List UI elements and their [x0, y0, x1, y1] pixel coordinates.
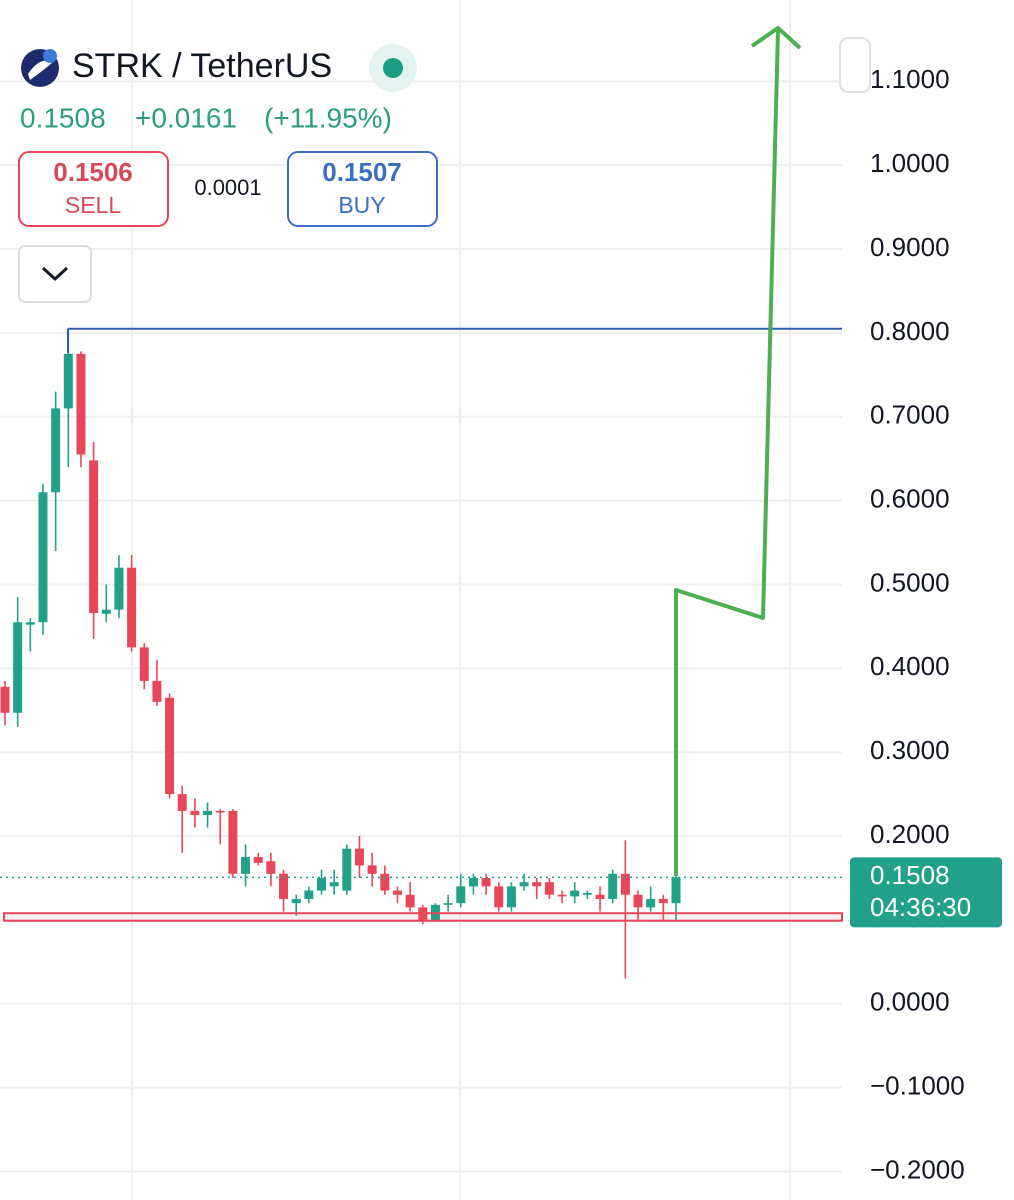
spread: 0.0001 — [194, 175, 261, 200]
candle-body — [570, 890, 580, 897]
candle-body — [25, 622, 35, 625]
sell-price[interactable]: 0.1506 — [53, 157, 133, 187]
buy-price[interactable]: 0.1507 — [322, 157, 402, 187]
candle-body — [354, 848, 364, 866]
candle-body — [0, 686, 10, 713]
y-tick-label: 0.4000 — [870, 651, 950, 681]
candle-body — [38, 492, 48, 623]
sell-button[interactable] — [18, 151, 169, 227]
y-tick-label: −0.1000 — [870, 1071, 965, 1101]
status-dot — [383, 58, 403, 78]
y-tick-label: −0.2000 — [870, 1154, 965, 1184]
y-tick-label: 0.0000 — [870, 987, 950, 1017]
candle-body — [443, 903, 453, 905]
candle-body — [177, 794, 187, 811]
candle-body — [165, 697, 175, 795]
sell-label[interactable]: SELL — [65, 192, 121, 218]
candle-body — [101, 609, 111, 614]
y-tick-label: 1.0000 — [870, 148, 950, 178]
candle-body — [506, 886, 516, 908]
candle-body — [228, 810, 238, 874]
last-price: 0.1508 — [20, 102, 106, 133]
y-tick-label: 0.8000 — [870, 316, 950, 346]
candle-body — [241, 857, 251, 874]
y-tick-label: 0.2000 — [870, 819, 950, 849]
y-tick-label: 0.3000 — [870, 735, 950, 765]
candle-body — [279, 873, 289, 899]
price-change-pct: (+11.95%) — [264, 102, 392, 133]
y-tick-label: 0.9000 — [870, 232, 950, 262]
symbol-title: STRK / TetherUS — [72, 47, 332, 85]
coin-icon-badge — [43, 49, 57, 63]
candle-body — [633, 894, 643, 908]
y-tick-label: 1.1000 — [870, 64, 950, 94]
candle-body — [253, 857, 263, 863]
expand-button[interactable] — [18, 245, 92, 303]
candle-body — [671, 877, 681, 904]
candle-body — [13, 622, 23, 713]
chevron[interactable] — [41, 266, 69, 282]
price-label-box — [850, 857, 1002, 928]
plot — [0, 327, 843, 979]
candle-body — [367, 865, 377, 874]
candle-body — [494, 886, 504, 908]
y-tick-label: 0.5000 — [870, 567, 950, 597]
candle-body — [63, 353, 73, 409]
countdown: 04:36:30 — [870, 892, 971, 922]
candle-body — [544, 882, 554, 895]
candle-body — [317, 877, 327, 891]
y-tick-label: 0.7000 — [870, 400, 950, 430]
candle-body — [76, 353, 86, 455]
candle-body — [519, 882, 529, 887]
candle-body — [203, 810, 213, 816]
candle-body — [127, 567, 137, 648]
candle-body — [342, 848, 352, 891]
arrow-head — [750, 26, 802, 50]
header: STRK / TetherUS 0.1508 +0.0161 (+11.95%)… — [18, 44, 438, 303]
y-tick-label: 0.6000 — [870, 484, 950, 514]
candle-body — [51, 408, 61, 493]
candle-body — [392, 890, 402, 895]
toolbar-edge — [839, 37, 871, 93]
candle-body — [114, 567, 124, 610]
candle-body — [532, 882, 542, 887]
candle-body — [595, 894, 605, 899]
candle-body — [405, 894, 415, 908]
candle-body — [582, 893, 592, 895]
price-label: 0.1508 — [870, 860, 950, 890]
candle-body — [266, 861, 276, 874]
buy-button[interactable] — [287, 151, 438, 227]
candle-body — [456, 886, 466, 904]
candle-body — [152, 680, 162, 702]
drawn-arrow — [674, 29, 780, 876]
candle-body — [646, 898, 656, 908]
candle-body — [380, 873, 390, 891]
candle-body — [304, 890, 314, 899]
price-change: +0.0161 — [135, 102, 237, 133]
candle-body — [608, 873, 618, 899]
candle-body — [620, 873, 630, 895]
candle-body — [215, 810, 225, 813]
buy-label[interactable]: BUY — [338, 192, 385, 218]
candle-body — [329, 882, 339, 887]
coin-icon-mark — [28, 60, 53, 80]
y-axis: 1.1000 1.0000 0.9000 0.8000 0.7000 0.6000 0.50… — [850, 64, 1002, 1184]
candle-body — [89, 460, 99, 613]
candle-body — [658, 898, 668, 904]
candle-body — [291, 898, 301, 904]
candle-body — [557, 894, 567, 897]
support-zone — [3, 912, 843, 922]
candle-body — [468, 877, 478, 887]
candle-body — [190, 810, 200, 816]
candle-body — [481, 877, 491, 887]
candle-body — [139, 647, 149, 681]
